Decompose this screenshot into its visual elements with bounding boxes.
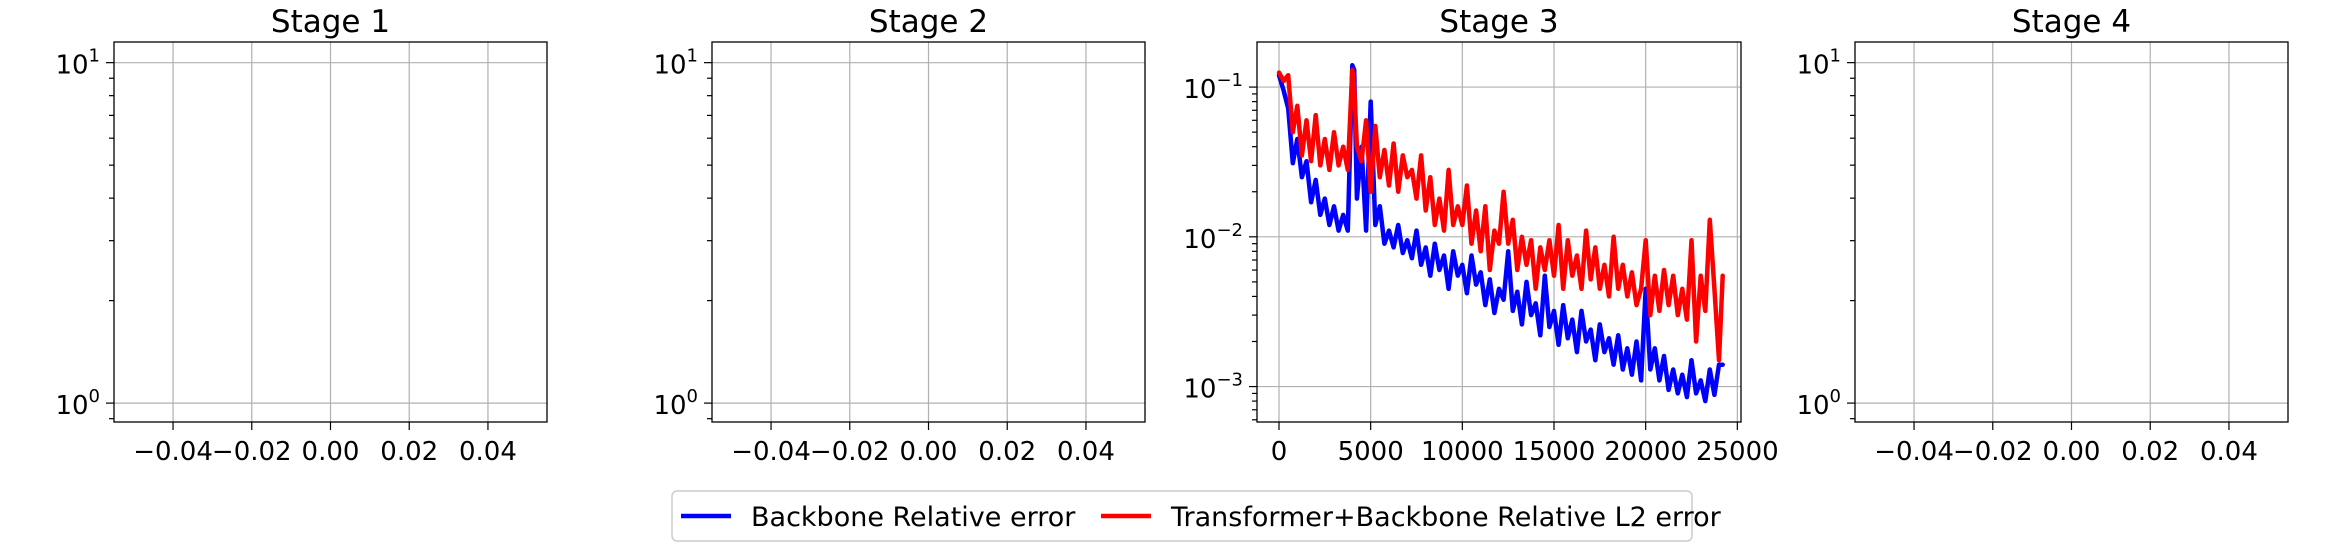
chart1-y-tick-label: 100 bbox=[55, 386, 100, 421]
chart2-y-tick-label: 101 bbox=[653, 46, 698, 81]
chart1-x-tick-label: −0.02 bbox=[212, 437, 292, 467]
chart4-x-tick-label: −0.02 bbox=[1953, 437, 2033, 467]
chart2-frame bbox=[711, 41, 1146, 423]
chart1-x-tick-label: 0.00 bbox=[302, 437, 360, 467]
chart2-x-tick-label: −0.04 bbox=[731, 437, 811, 467]
chart4-x-tick-label: −0.04 bbox=[1874, 437, 1954, 467]
chart4-y-tick-label: 101 bbox=[1796, 46, 1841, 81]
chart3-x-tick-label: 0 bbox=[1271, 437, 1288, 467]
legend-frame bbox=[671, 490, 1693, 542]
chart1-y-tick-label: 101 bbox=[55, 46, 100, 81]
chart4-y-tick-label: 100 bbox=[1796, 386, 1841, 421]
chart3-series-2-line bbox=[1276, 67, 1725, 363]
chart3-series-1-line bbox=[1276, 62, 1725, 404]
chart4-title: Stage 4 bbox=[2012, 4, 2131, 40]
chart2-y-tick-label: 100 bbox=[653, 386, 698, 421]
legend-label-transformer-backbone: Transformer+Backbone Relative L2 error bbox=[1170, 502, 1722, 533]
chart3-title: Stage 3 bbox=[1439, 4, 1558, 40]
chart3-x-tick-label: 10000 bbox=[1421, 437, 1504, 467]
chart3-y-tick-label: 10−2 bbox=[1183, 220, 1243, 255]
chart1-title: Stage 1 bbox=[271, 4, 390, 40]
chart2-x-tick-label: 0.04 bbox=[1057, 437, 1115, 467]
chart3-panel: 0 5000 10000 15000 20000 25000 10−3 10−2 10−1 Sta… bbox=[1183, 4, 1778, 467]
chart3-frame bbox=[1256, 41, 1742, 423]
chart1-x-tick-label: 0.02 bbox=[380, 437, 438, 467]
chart4-x-tick-label: 0.04 bbox=[2200, 437, 2258, 467]
chart3-y-tick-label: 10−3 bbox=[1183, 370, 1243, 405]
chart2-x-tick-label: 0.00 bbox=[900, 437, 958, 467]
chart3-y-tick-label: 10−1 bbox=[1183, 70, 1243, 105]
chart3-x-tick-label: 5000 bbox=[1338, 437, 1404, 467]
chart2-title: Stage 2 bbox=[869, 4, 988, 40]
chart1-panel: −0.04 −0.02 0.00 0.02 0.04 100 101 Stage 1 bbox=[55, 4, 548, 467]
chart1-frame bbox=[113, 41, 548, 423]
chart4-x-tick-label: 0.02 bbox=[2121, 437, 2179, 467]
legend: Backbone Relative error Transformer+Back… bbox=[671, 490, 1722, 542]
chart4-frame bbox=[1854, 41, 2289, 423]
chart4-x-tick-label: 0.00 bbox=[2043, 437, 2101, 467]
chart1-x-tick-label: 0.04 bbox=[459, 437, 517, 467]
chart2-panel: −0.04 −0.02 0.00 0.02 0.04 100 101 Stage 2 bbox=[653, 4, 1146, 467]
chart3-x-tick-label: 25000 bbox=[1696, 437, 1779, 467]
chart4-panel: −0.04 −0.02 0.00 0.02 0.04 100 101 Stage 4 bbox=[1796, 4, 2289, 467]
chart3-x-tick-label: 20000 bbox=[1604, 437, 1687, 467]
chart2-x-tick-label: −0.02 bbox=[810, 437, 890, 467]
legend-label-backbone: Backbone Relative error bbox=[751, 502, 1076, 533]
chart3-x-tick-label: 15000 bbox=[1513, 437, 1596, 467]
chart2-x-tick-label: 0.02 bbox=[978, 437, 1036, 467]
chart1-x-tick-label: −0.04 bbox=[133, 437, 213, 467]
